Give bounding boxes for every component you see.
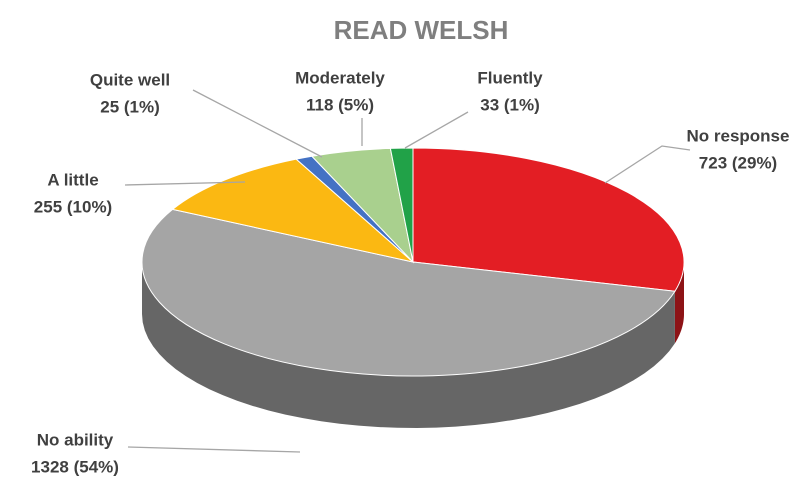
pie-side <box>142 262 675 428</box>
pie <box>141 147 685 428</box>
pie-slice <box>389 147 414 263</box>
pie-slice <box>171 158 415 263</box>
data-label-name: Moderately <box>295 68 385 87</box>
leader-line <box>127 446 301 453</box>
data-label-value: 1328 (54%) <box>31 457 119 476</box>
data-label-value: 118 (5%) <box>306 95 374 114</box>
data-label-name: Quite well <box>90 70 170 89</box>
data-label-name: No response <box>687 126 790 145</box>
data-label-value: 33 (1%) <box>480 95 540 114</box>
leader-line <box>404 111 469 149</box>
leader-line <box>604 145 691 184</box>
pie-slice <box>141 208 676 377</box>
leader-line <box>124 181 246 186</box>
data-label-value: 723 (29%) <box>699 153 777 172</box>
data-label-value: 25 (1%) <box>100 97 160 116</box>
pie-side <box>674 262 684 344</box>
chart-title: READ WELSH <box>334 15 509 45</box>
data-label-name: A little <box>47 170 98 189</box>
data-label-name: Fluently <box>477 68 543 87</box>
leader-line <box>192 89 323 158</box>
data-label-value: 255 (10%) <box>34 197 112 216</box>
pie-slice <box>412 147 685 292</box>
data-label-name: No ability <box>37 430 114 449</box>
